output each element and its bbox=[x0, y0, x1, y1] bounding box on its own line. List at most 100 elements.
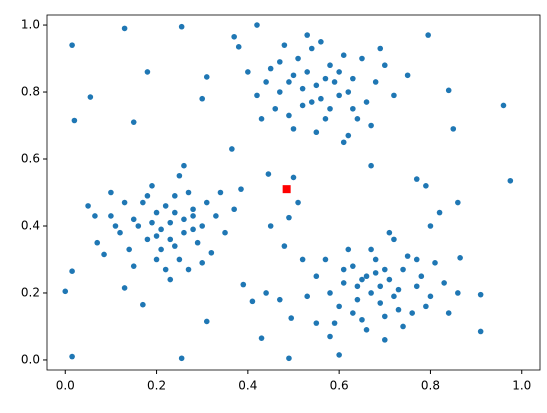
point bbox=[231, 206, 237, 213]
point bbox=[254, 92, 260, 99]
point bbox=[381, 266, 388, 273]
point bbox=[277, 89, 283, 95]
point bbox=[108, 213, 114, 219]
y-tick-label: 0.2 bbox=[21, 285, 40, 299]
point bbox=[254, 22, 260, 28]
point bbox=[336, 352, 342, 358]
point bbox=[295, 55, 301, 62]
point bbox=[350, 105, 356, 112]
point bbox=[121, 199, 128, 206]
point bbox=[217, 189, 224, 196]
point bbox=[354, 116, 361, 122]
point bbox=[359, 316, 365, 323]
point bbox=[455, 199, 461, 206]
point bbox=[340, 280, 347, 286]
point bbox=[178, 355, 185, 362]
point bbox=[290, 72, 297, 79]
point bbox=[92, 213, 98, 219]
point bbox=[172, 209, 178, 216]
point bbox=[322, 75, 329, 82]
point bbox=[249, 298, 256, 305]
point bbox=[413, 176, 420, 182]
point bbox=[354, 283, 361, 290]
point bbox=[400, 323, 406, 330]
point bbox=[286, 214, 292, 221]
point bbox=[267, 223, 274, 229]
point bbox=[427, 223, 434, 229]
point bbox=[181, 216, 187, 223]
point bbox=[130, 119, 137, 125]
point bbox=[450, 126, 457, 132]
point bbox=[117, 229, 123, 236]
point bbox=[203, 199, 210, 206]
point bbox=[299, 85, 306, 92]
point bbox=[213, 213, 219, 219]
x-tick-label: 0.4 bbox=[238, 379, 257, 393]
point bbox=[395, 286, 402, 293]
point bbox=[238, 186, 244, 192]
point bbox=[286, 112, 292, 119]
point bbox=[445, 310, 452, 316]
point bbox=[377, 283, 384, 290]
point bbox=[108, 189, 114, 196]
point bbox=[500, 102, 507, 109]
point bbox=[391, 236, 397, 243]
point bbox=[265, 171, 272, 177]
point bbox=[350, 263, 356, 269]
point bbox=[229, 146, 235, 152]
y-tick-label: 0.4 bbox=[21, 218, 40, 232]
point bbox=[277, 59, 283, 65]
point bbox=[477, 328, 484, 335]
x-tick-label: 0.0 bbox=[56, 379, 75, 393]
point bbox=[162, 266, 169, 273]
point bbox=[190, 213, 196, 219]
point bbox=[69, 42, 75, 48]
point bbox=[368, 246, 374, 253]
point bbox=[290, 126, 297, 132]
point bbox=[185, 266, 192, 273]
point bbox=[372, 270, 379, 276]
point bbox=[404, 253, 411, 259]
point bbox=[304, 32, 310, 38]
point bbox=[313, 320, 320, 326]
point bbox=[222, 229, 228, 236]
point bbox=[368, 290, 374, 296]
point bbox=[425, 32, 431, 38]
point bbox=[327, 62, 333, 69]
point bbox=[436, 209, 443, 216]
point bbox=[199, 95, 206, 102]
point bbox=[313, 273, 320, 280]
point bbox=[87, 94, 94, 100]
point bbox=[395, 306, 402, 313]
point bbox=[327, 105, 333, 112]
point bbox=[418, 273, 425, 280]
point bbox=[345, 246, 352, 253]
point bbox=[400, 266, 406, 273]
point bbox=[336, 303, 342, 310]
point bbox=[423, 303, 429, 310]
point bbox=[281, 42, 288, 48]
point bbox=[313, 82, 320, 89]
point bbox=[336, 69, 342, 75]
point bbox=[404, 72, 411, 79]
y-tick-label: 0.8 bbox=[21, 85, 40, 99]
point bbox=[331, 320, 338, 326]
point bbox=[354, 296, 361, 303]
point bbox=[282, 185, 291, 194]
point bbox=[272, 105, 279, 112]
point bbox=[441, 280, 447, 286]
plot-frame bbox=[46, 14, 541, 371]
point bbox=[299, 102, 306, 109]
point bbox=[313, 129, 320, 136]
point bbox=[340, 52, 347, 58]
point bbox=[391, 293, 397, 300]
point bbox=[176, 172, 183, 179]
point bbox=[149, 219, 155, 226]
point bbox=[62, 288, 69, 295]
point bbox=[158, 226, 164, 233]
point bbox=[94, 239, 101, 246]
point bbox=[178, 23, 185, 30]
point bbox=[299, 256, 306, 263]
point bbox=[327, 290, 333, 296]
point bbox=[112, 223, 119, 229]
